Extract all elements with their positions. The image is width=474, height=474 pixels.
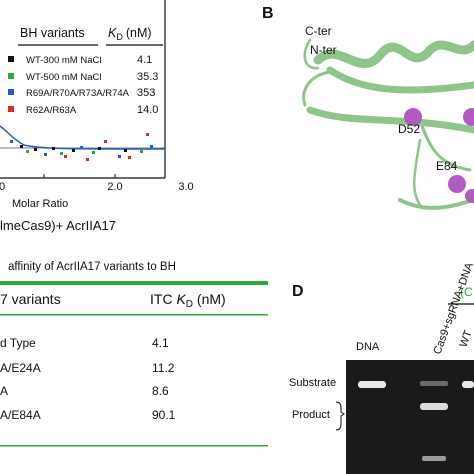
legend-name: WT-500 mM NaCl (26, 72, 101, 83)
x-axis-label: Molar Ratio (12, 198, 68, 210)
group-label: (C (460, 285, 473, 299)
annotation: D52 (398, 122, 420, 136)
bracket (335, 401, 345, 431)
variant: d Type (0, 336, 36, 350)
legend-bg (0, 18, 164, 122)
kd-value: 11.2 (152, 361, 175, 375)
kd-sub: D (186, 299, 193, 310)
lane-label: WT (458, 329, 474, 349)
x-tick-label: 2.0 (107, 181, 122, 193)
legend-kd: 353 (137, 87, 155, 99)
residue-sphere (448, 175, 466, 193)
side-label: Product (292, 409, 330, 421)
panel-b: B C-ter N-ter D52 E84 (262, 5, 474, 210)
gel-band (462, 381, 474, 388)
kd-symbol: K (176, 291, 186, 307)
panel-a: 0 2.0 3.0 Molar Ratio lmeCas9)+ AcrIIA17… (0, 0, 194, 233)
column-header: ITC KD (nM) (150, 291, 226, 310)
legend-kd: 14.0 (137, 104, 158, 116)
lane-label: DNA (356, 341, 380, 353)
kd-value: 8.6 (152, 384, 169, 398)
legend-name: R69A/R70A/R73A/R74A (26, 88, 130, 99)
gel-band (420, 381, 448, 386)
panel-label: B (262, 5, 274, 22)
annotation: E84 (436, 159, 458, 173)
legend-swatch (8, 89, 14, 95)
gel (346, 360, 474, 474)
residue-sphere (404, 108, 422, 126)
kd-prefix: ITC (150, 291, 176, 307)
gel-band (420, 403, 448, 410)
table-title: affinity of AcrIIA17 variants to BH (8, 261, 176, 273)
kd-sub: D (116, 32, 123, 42)
protein-ribbon (302, 38, 474, 210)
kd-unit: (nM) (126, 26, 152, 40)
panel-d: D (C DNA Cas9+sgRNA+DNA WT Substrate Pro… (289, 261, 474, 474)
rule (0, 281, 268, 285)
rule (0, 314, 268, 316)
rule (0, 445, 268, 447)
data-points (10, 133, 153, 161)
x-tick-label: 3.0 (178, 181, 193, 193)
variant: A/E24A (0, 361, 41, 375)
legend-header: BH variants (20, 26, 85, 40)
annotation: N-ter (310, 43, 337, 57)
x-tick-label: 0 (0, 181, 5, 193)
annotation: C-ter (305, 24, 332, 38)
kd-value: 90.1 (152, 408, 176, 422)
legend-kd: 35.3 (137, 71, 158, 83)
column-header: 7 variants (0, 291, 61, 307)
residue-sphere (463, 108, 474, 126)
kd-value: 4.1 (152, 336, 169, 350)
legend-swatch (8, 73, 14, 79)
fit-curve (0, 125, 166, 150)
variant: A (0, 384, 8, 398)
legend-name: R62A/R63A (26, 105, 77, 116)
gel-band (422, 456, 446, 461)
kd-symbol: K (108, 26, 117, 40)
kd-unit: (nM) (193, 291, 226, 307)
panel-label: D (292, 283, 304, 300)
side-label: Substrate (289, 377, 336, 389)
caption: lmeCas9)+ AcrIIA17 (0, 218, 116, 233)
legend-swatch (8, 56, 14, 62)
legend-header: KD (nM) (108, 26, 152, 42)
legend-swatch (8, 106, 14, 112)
legend-name: WT-300 mM NaCl (26, 55, 101, 66)
legend-kd: 4.1 (137, 54, 152, 66)
gel-band (358, 381, 386, 388)
residue-sphere (465, 189, 474, 203)
variant: A/E84A (0, 408, 41, 422)
panel-c: affinity of AcrIIA17 variants to BH 7 va… (0, 261, 268, 447)
